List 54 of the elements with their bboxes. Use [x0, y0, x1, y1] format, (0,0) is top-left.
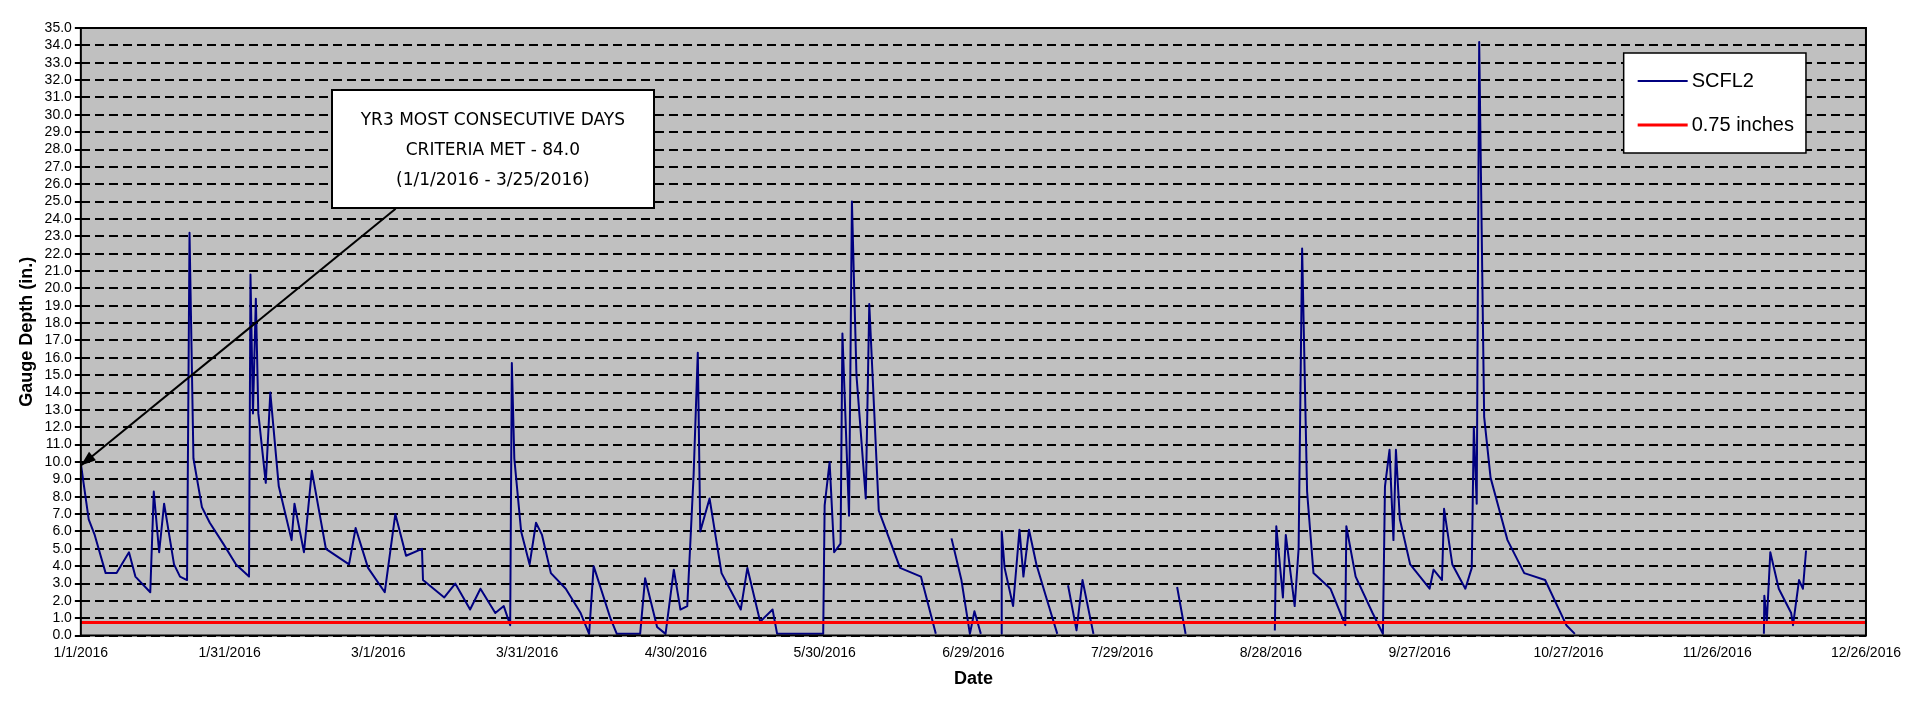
x-tick-label: 3/31/2016 — [495, 643, 559, 660]
y-tick-label: 32.0 — [44, 70, 73, 87]
y-tick-label: 33.0 — [44, 53, 73, 70]
y-tick-label: 27.0 — [44, 157, 73, 174]
x-tick-label: 3/1/2016 — [351, 643, 406, 660]
y-tick-label: 2.0 — [52, 591, 73, 608]
y-tick-label: 21.0 — [44, 261, 73, 278]
x-tick-label: 1/1/2016 — [53, 643, 109, 660]
y-tick-label: 26.0 — [44, 175, 73, 192]
y-tick-label: 29.0 — [44, 123, 73, 140]
y-tick-label: 10.0 — [44, 452, 73, 469]
y-tick-label: 15.0 — [44, 366, 73, 383]
x-tick-label: 11/26/2016 — [1682, 643, 1752, 660]
y-tick-label: 5.0 — [52, 539, 73, 556]
y-tick-label: 1.0 — [52, 609, 73, 626]
y-tick-label: 12.0 — [44, 418, 73, 435]
y-tick-label: 17.0 — [44, 331, 73, 348]
legend-label: SCFL2 — [1691, 68, 1754, 91]
y-tick-label: 34.0 — [44, 36, 73, 53]
y-tick-label: 23.0 — [44, 227, 73, 244]
y-tick-label: 14.0 — [44, 383, 73, 400]
y-tick-label: 22.0 — [44, 244, 73, 261]
x-tick-label: 6/29/2016 — [942, 643, 1005, 660]
annotation: YR3 MOST CONSECUTIVE DAYS CRITERIA MET - 84.0 (1/1/2016 - 3/25/2016) — [360, 107, 626, 191]
x-tick-label: 9/27/2016 — [1388, 643, 1452, 660]
x-tick-label: 5/30/2016 — [793, 643, 856, 660]
x-tick-label: 7/29/2016 — [1091, 643, 1154, 660]
y-tick-label: 28.0 — [44, 140, 73, 157]
x-tick-label: 12/26/2016 — [1830, 643, 1902, 660]
y-tick-label: 9.0 — [52, 470, 73, 487]
x-tick-label: 4/30/2016 — [644, 643, 708, 660]
x-tick-label: 10/27/2016 — [1533, 643, 1604, 660]
y-tick-label: 3.0 — [52, 574, 73, 591]
x-axis-title: Date — [953, 668, 993, 689]
y-tick-label: 4.0 — [52, 557, 73, 574]
y-axis-title: Gauge Depth (in.) — [15, 256, 36, 407]
y-tick-label: 6.0 — [52, 522, 73, 539]
y-tick-label: 7.0 — [52, 504, 73, 521]
y-tick-label: 18.0 — [44, 313, 73, 330]
legend-label: 0.75 inches — [1691, 112, 1794, 135]
y-tick-label: 19.0 — [44, 296, 73, 313]
y-tick-label: 11.0 — [45, 435, 73, 452]
y-tick-label: 20.0 — [44, 279, 73, 296]
y-tick-label: 8.0 — [52, 487, 73, 504]
y-tick-label: 30.0 — [44, 105, 73, 122]
y-tick-label: 25.0 — [44, 192, 73, 209]
x-tick-label: 8/28/2016 — [1239, 643, 1303, 660]
x-tick-label: 1/31/2016 — [198, 643, 261, 660]
y-tick-label: 16.0 — [44, 348, 73, 365]
y-tick-label: 13.0 — [44, 400, 73, 417]
y-tick-label: 0.0 — [52, 626, 73, 643]
y-tick-label: 31.0 — [44, 88, 73, 105]
y-tick-label: 24.0 — [44, 209, 73, 226]
y-tick-label: 35.0 — [44, 18, 73, 35]
